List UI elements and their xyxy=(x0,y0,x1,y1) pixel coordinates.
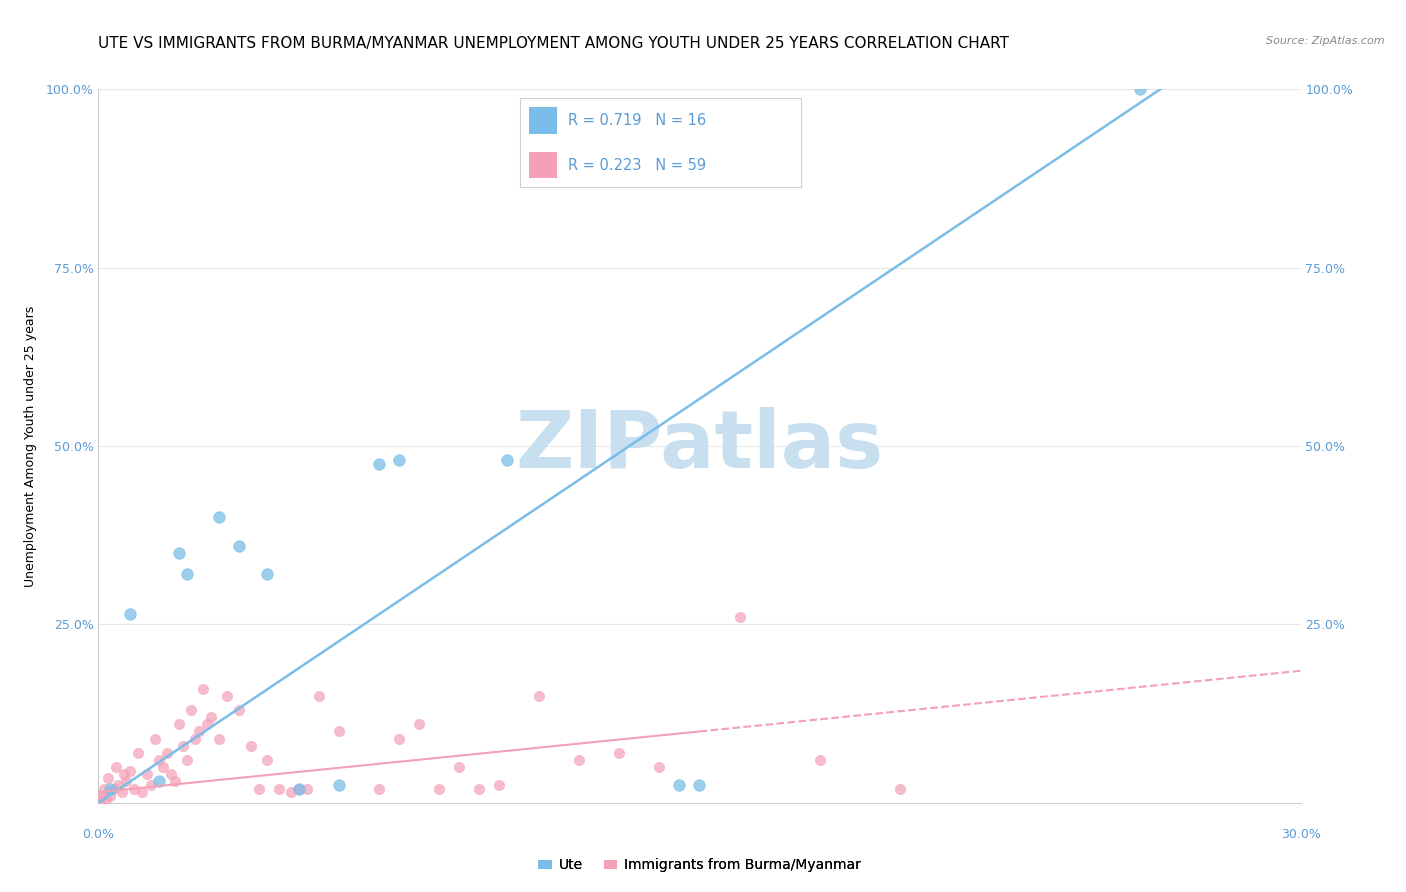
Point xyxy=(155,746,177,760)
Point xyxy=(468,781,491,796)
Point xyxy=(89,792,111,806)
Point xyxy=(728,610,751,624)
Point xyxy=(568,753,591,767)
Point xyxy=(139,778,162,792)
Legend: Ute, Immigrants from Burma/Myanmar: Ute, Immigrants from Burma/Myanmar xyxy=(533,853,866,878)
Point xyxy=(295,781,318,796)
Point xyxy=(427,781,450,796)
Point xyxy=(889,781,911,796)
Point xyxy=(176,567,198,582)
Point xyxy=(105,760,128,774)
Text: R = 0.223   N = 59: R = 0.223 N = 59 xyxy=(568,158,706,172)
Point xyxy=(183,731,205,746)
Point xyxy=(689,778,711,792)
Point xyxy=(180,703,202,717)
Point xyxy=(228,539,250,553)
Text: Source: ZipAtlas.com: Source: ZipAtlas.com xyxy=(1267,36,1385,45)
FancyBboxPatch shape xyxy=(529,152,557,178)
Point xyxy=(200,710,222,724)
Point xyxy=(128,746,150,760)
FancyBboxPatch shape xyxy=(529,107,557,134)
Point xyxy=(609,746,631,760)
Point xyxy=(228,703,250,717)
Point xyxy=(368,781,391,796)
Point xyxy=(163,774,186,789)
Point xyxy=(288,781,311,796)
Point xyxy=(143,731,166,746)
Point xyxy=(808,753,831,767)
Point xyxy=(328,778,350,792)
Point xyxy=(148,753,170,767)
Point xyxy=(529,689,551,703)
Point xyxy=(447,760,470,774)
Point xyxy=(191,681,214,696)
Point xyxy=(120,764,142,778)
Point xyxy=(668,778,690,792)
Point xyxy=(91,789,114,803)
Point xyxy=(131,785,153,799)
Point xyxy=(100,781,122,796)
Point xyxy=(388,453,411,467)
Point xyxy=(308,689,330,703)
Point xyxy=(152,760,174,774)
Point xyxy=(93,781,115,796)
Point xyxy=(488,778,510,792)
Point xyxy=(187,724,209,739)
Point xyxy=(256,753,278,767)
Point xyxy=(107,778,129,792)
Text: ZIPatlas: ZIPatlas xyxy=(516,407,883,485)
Point xyxy=(159,767,181,781)
Point xyxy=(215,689,238,703)
Text: 0.0%: 0.0% xyxy=(83,828,114,840)
Point xyxy=(100,789,122,803)
Point xyxy=(111,785,134,799)
Point xyxy=(208,731,231,746)
Point xyxy=(208,510,231,524)
Y-axis label: Unemployment Among Youth under 25 years: Unemployment Among Youth under 25 years xyxy=(24,305,38,587)
Point xyxy=(408,717,430,731)
Point xyxy=(120,607,142,621)
Point xyxy=(167,717,190,731)
Point xyxy=(648,760,671,774)
Point xyxy=(167,546,190,560)
Point xyxy=(195,717,218,731)
Point xyxy=(1129,82,1152,96)
Point xyxy=(368,457,391,471)
Point xyxy=(247,781,270,796)
Point xyxy=(328,724,350,739)
Point xyxy=(172,739,194,753)
Point xyxy=(124,781,146,796)
Point xyxy=(256,567,278,582)
Text: 30.0%: 30.0% xyxy=(1281,828,1320,840)
Point xyxy=(96,792,118,806)
Point xyxy=(103,781,125,796)
Text: UTE VS IMMIGRANTS FROM BURMA/MYANMAR UNEMPLOYMENT AMONG YOUTH UNDER 25 YEARS COR: UTE VS IMMIGRANTS FROM BURMA/MYANMAR UNE… xyxy=(98,36,1010,51)
Point xyxy=(267,781,290,796)
Point xyxy=(280,785,302,799)
Point xyxy=(148,774,170,789)
Point xyxy=(115,774,138,789)
Point xyxy=(176,753,198,767)
Point xyxy=(288,781,311,796)
Point xyxy=(97,771,120,785)
Point xyxy=(388,731,411,746)
Text: R = 0.719   N = 16: R = 0.719 N = 16 xyxy=(568,113,706,128)
Point xyxy=(239,739,262,753)
Point xyxy=(135,767,157,781)
Point xyxy=(496,453,519,467)
Point xyxy=(114,767,136,781)
